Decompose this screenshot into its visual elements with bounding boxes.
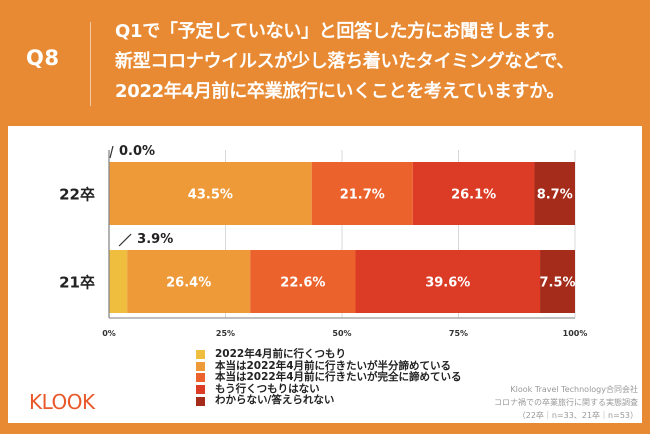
- legend-label: 本当は2022年4月前に行きたいが完全に諦めている: [215, 371, 462, 384]
- klook-logo: KLOOK: [29, 390, 95, 414]
- x-tick-label: 100%: [563, 329, 588, 338]
- legend-swatch: [196, 361, 205, 371]
- legend-label: わからない/答えられない: [215, 394, 335, 407]
- data-label: 26.4%: [166, 276, 211, 291]
- legend-label: 本当は2022年4月前に行きたいが半分諦めている: [215, 359, 452, 372]
- data-label: 43.5%: [188, 188, 233, 203]
- x-tick-label: 0%: [102, 329, 116, 338]
- bar-segment: [109, 250, 128, 313]
- chart-legend: 2022年4月前に行くつもり 本当は2022年4月前に行きたいが半分諦めている 本当…: [196, 348, 462, 407]
- x-tick-label: 75%: [449, 329, 468, 338]
- question-number: Q8: [26, 46, 60, 70]
- data-label: 7.5%: [539, 276, 575, 291]
- data-label: 21.7%: [340, 188, 385, 203]
- bar-segment: [412, 162, 535, 225]
- legend-swatch: [196, 373, 205, 383]
- survey-credit: Klook Travel Technology合同会社 コロナ禍での卒業旅行に関…: [494, 383, 638, 422]
- question-line: 新型コロナウイルスが少し落ち着いたタイミングなどで、: [115, 51, 575, 72]
- legend-label: もう行くつもりはない: [215, 382, 320, 395]
- category-label: 22卒: [59, 186, 95, 204]
- credit-sample: （22卒｜n=33、21卒｜n=53）: [517, 411, 638, 420]
- label-leader-line: [109, 145, 114, 159]
- credit-survey: コロナ禍での卒業旅行に関する実態調査: [494, 398, 638, 407]
- bar-segment: [355, 250, 541, 313]
- legend-label: 2022年4月前に行くつもり: [215, 348, 347, 360]
- bar-segment: [127, 250, 251, 313]
- x-tick-label: 50%: [332, 329, 351, 338]
- x-tick-label: 25%: [216, 329, 235, 338]
- data-label: 8.7%: [537, 188, 573, 203]
- legend-item: 2022年4月前に行くつもり: [196, 348, 462, 361]
- data-label: 26.1%: [451, 188, 496, 203]
- legend-swatch: [196, 350, 205, 360]
- question-line: Q1で「予定していない」と回答した方にお聞きします。: [115, 21, 565, 42]
- data-label: 0.0%: [119, 144, 155, 159]
- bar-segment: [534, 162, 575, 225]
- legend-swatch: [196, 396, 205, 406]
- data-label: 39.6%: [425, 276, 470, 291]
- legend-item: 本当は2022年4月前に行きたいが半分諦めている: [196, 359, 462, 373]
- credit-company: Klook Travel Technology合同会社: [510, 385, 638, 394]
- legend-item: 本当は2022年4月前に行きたいが完全に諦めている: [196, 372, 462, 384]
- bar-segment: [540, 250, 575, 313]
- data-label: 3.9%: [137, 232, 173, 247]
- bar-segment: [109, 162, 312, 225]
- question-header: Q8 Q1で「予定していない」と回答した方にお聞きします。 新型コロナウイルスが…: [0, 0, 650, 126]
- header-divider: [90, 22, 91, 106]
- question-line: 2022年4月前に卒業旅行にいくことを考えていますか。: [115, 81, 565, 102]
- category-label: 21卒: [59, 274, 95, 292]
- bar-segment: [250, 250, 356, 313]
- bar-segment: [311, 162, 413, 225]
- legend-swatch: [196, 385, 205, 395]
- legend-item: もう行くつもりはない: [196, 382, 462, 396]
- data-label: 22.6%: [280, 276, 325, 291]
- label-leader-line: [118, 233, 132, 247]
- question-text: Q1で「予定していない」と回答した方にお聞きします。 新型コロナウイルスが少し落…: [115, 17, 574, 107]
- legend-item: わからない/答えられない: [196, 395, 462, 407]
